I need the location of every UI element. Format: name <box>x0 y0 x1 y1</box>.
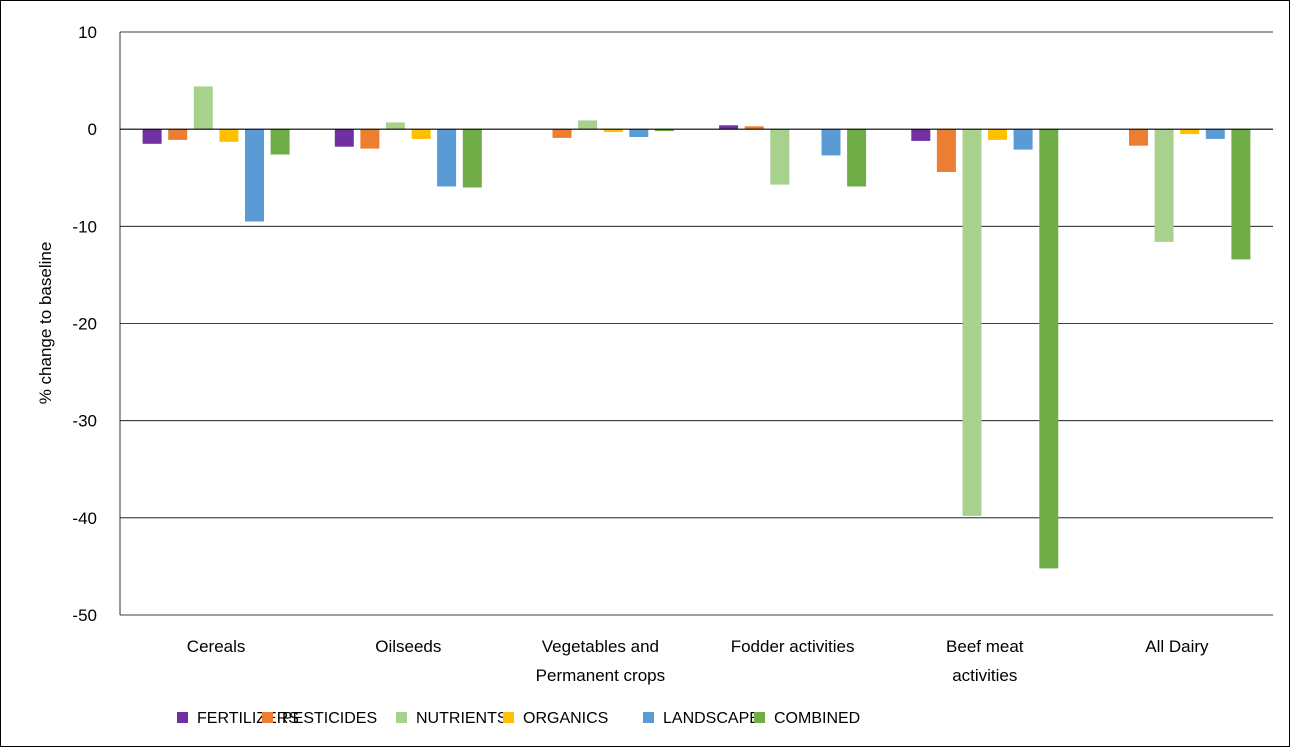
y-tick-label: -50 <box>72 606 97 625</box>
x-category-label: Cereals <box>187 637 246 656</box>
y-tick-label: -10 <box>72 217 97 236</box>
bar-landscape-2 <box>629 129 649 137</box>
y-tick-label: -40 <box>72 509 97 528</box>
gridlines <box>120 31 1273 616</box>
legend-label-landscape: LANDSCAPE <box>663 710 760 727</box>
bar-nutrients-4 <box>962 129 982 516</box>
legend-label-nutrients: NUTRIENTS <box>416 710 508 727</box>
bar-landscape-5 <box>1205 129 1225 139</box>
legend-swatch-pesticides <box>262 712 273 723</box>
x-category-label: Oilseeds <box>375 637 441 656</box>
bar-organics-5 <box>1180 129 1200 135</box>
legend-swatch-combined <box>754 712 765 723</box>
bar-nutrients-5 <box>1154 129 1174 242</box>
bar-pesticides-3 <box>744 126 764 130</box>
y-axis: 10 0 -10 -20 -30 -40 -50 <box>72 23 121 625</box>
bar-fertilizers-3 <box>719 125 739 130</box>
x-axis-labels: Cereals Oilseeds Vegetables and Permanent c… <box>187 637 1209 685</box>
legend-label-organics: ORGANICS <box>523 710 608 727</box>
bar-fertilizers-0 <box>142 129 162 144</box>
y-tick-label: 0 <box>88 120 97 139</box>
legend-swatch-nutrients <box>396 712 407 723</box>
legend-swatch-landscape <box>643 712 654 723</box>
bar-nutrients-3 <box>770 129 790 185</box>
y-tick-label: -30 <box>72 412 97 431</box>
legend-label-fertilizers: FERTILIZERS <box>197 710 299 727</box>
y-tick-label: 10 <box>78 23 97 42</box>
bar-landscape-0 <box>245 129 264 222</box>
legend-swatch-organics <box>503 712 514 723</box>
x-category-label: Vegetables and <box>542 637 659 656</box>
bar-organics-4 <box>988 129 1007 140</box>
bar-combined-4 <box>1039 129 1059 569</box>
bar-organics-2 <box>603 129 623 133</box>
bar-fertilizers-1 <box>334 129 354 147</box>
bar-landscape-1 <box>437 129 457 187</box>
legend-label-combined: COMBINED <box>774 710 860 727</box>
legend-label-pesticides: PESTICIDES <box>282 710 377 727</box>
bar-pesticides-2 <box>552 129 572 138</box>
bar-nutrients-2 <box>578 120 598 130</box>
bar-pesticides-1 <box>360 129 380 149</box>
bar-pesticides-4 <box>936 129 956 172</box>
bar-pesticides-5 <box>1129 129 1148 146</box>
bar-fertilizers-4 <box>911 129 931 141</box>
bars <box>142 86 1251 569</box>
x-category-label: Beef meat <box>946 637 1024 656</box>
x-category-label: Permanent crops <box>536 666 665 685</box>
x-category-label: activities <box>952 666 1017 685</box>
bar-combined-5 <box>1231 129 1251 260</box>
x-category-label: Fodder activities <box>731 637 855 656</box>
y-axis-label: % change to baseline <box>36 242 55 405</box>
bar-combined-3 <box>847 129 867 187</box>
x-category-label: All Dairy <box>1145 637 1209 656</box>
bar-landscape-3 <box>821 129 841 156</box>
bar-combined-1 <box>462 129 482 188</box>
bar-organics-1 <box>411 129 431 139</box>
bar-nutrients-0 <box>193 86 213 130</box>
bar-organics-0 <box>219 129 239 142</box>
legend-swatch-fertilizers <box>177 712 188 723</box>
bar-combined-0 <box>270 129 290 155</box>
y-tick-label: -20 <box>72 315 97 334</box>
bar-landscape-4 <box>1013 129 1033 150</box>
bar-combined-2 <box>654 129 674 132</box>
bar-pesticides-0 <box>168 129 188 140</box>
bar-nutrients-1 <box>385 122 405 130</box>
